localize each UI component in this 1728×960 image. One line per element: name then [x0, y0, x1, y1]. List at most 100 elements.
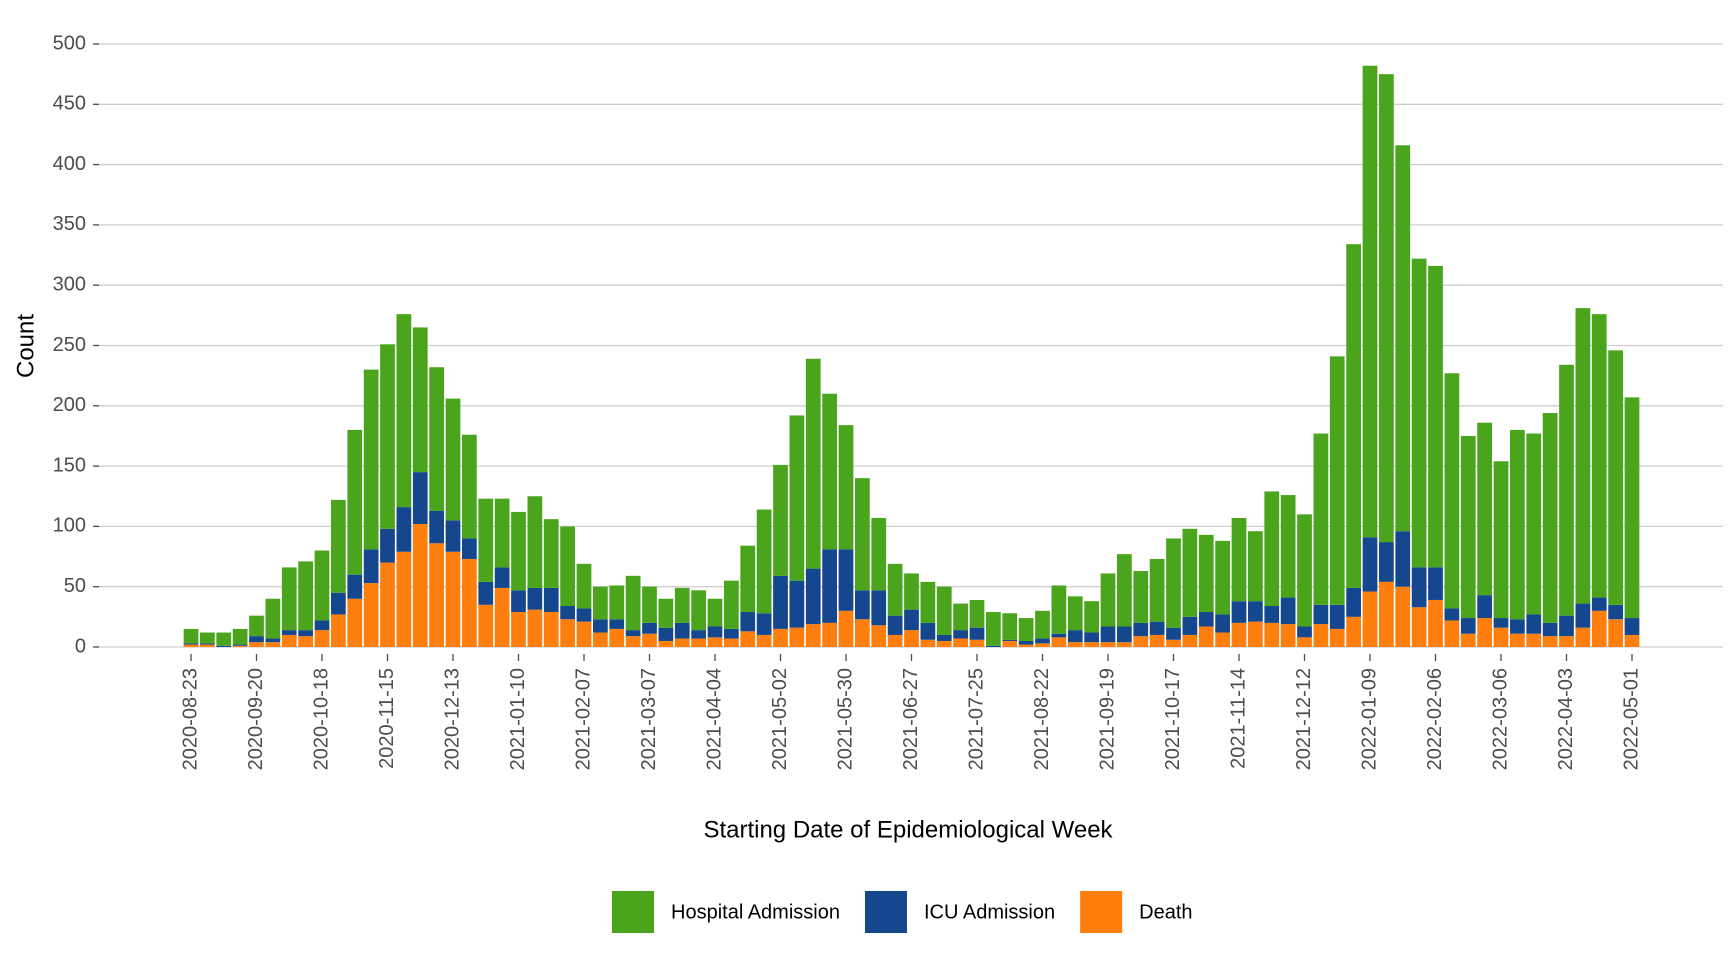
bar-segment	[986, 645, 1001, 647]
legend-label: ICU Admission	[924, 901, 1055, 923]
bar-segment	[1182, 634, 1198, 647]
bar-segment	[789, 415, 805, 581]
x-tick-label: 2021-08-22	[1031, 668, 1053, 770]
bar-segment	[1100, 626, 1116, 643]
bar-segment	[1395, 586, 1411, 647]
bar-segment	[298, 561, 313, 631]
bar-segment	[1444, 608, 1460, 621]
bar-segment	[773, 628, 788, 647]
y-tick-label: 150	[53, 454, 86, 476]
bar-segment	[232, 645, 248, 647]
bar-segment	[396, 507, 412, 552]
bar-segment	[216, 632, 232, 646]
bar-segment	[331, 592, 346, 615]
bar-segment	[298, 636, 313, 647]
bar-segment	[1428, 265, 1443, 568]
x-tick-label: 2021-02-07	[572, 668, 594, 770]
x-tick-label: 2021-05-02	[769, 668, 791, 770]
bar-segment	[871, 517, 887, 591]
bar-segment	[1313, 604, 1329, 625]
bar-segment	[904, 573, 919, 610]
bar-segment	[855, 619, 870, 647]
bar-segment	[1018, 640, 1034, 645]
legend-swatch	[612, 891, 654, 933]
x-tick-label: 2020-10-18	[310, 668, 332, 770]
bar-segment	[1198, 626, 1214, 647]
bar-segment	[1117, 642, 1132, 647]
bar-segment	[969, 627, 985, 640]
bar-segment	[871, 590, 887, 626]
bar-segment	[936, 634, 952, 641]
bar-segment	[1329, 356, 1345, 605]
bar-segment	[200, 632, 215, 644]
bar-segment	[691, 638, 706, 647]
x-tick-label: 2021-06-27	[900, 668, 922, 770]
bar-segment	[1264, 491, 1280, 606]
bar-segment	[429, 367, 444, 511]
bar-segment	[494, 567, 510, 588]
bar-segment	[1100, 573, 1116, 627]
x-tick-label: 2020-11-15	[376, 668, 398, 769]
bar-segment	[429, 510, 444, 544]
bar-segment	[1297, 637, 1312, 647]
bar-segment	[183, 643, 199, 645]
x-tick-label: 2021-04-04	[703, 668, 725, 770]
bar-segment	[1460, 618, 1476, 634]
bar-segment	[1133, 636, 1149, 647]
bar-segment	[1149, 634, 1165, 647]
x-tick-label: 2021-01-10	[507, 668, 529, 770]
bar-segment	[1510, 619, 1525, 634]
bar-segment	[887, 634, 903, 647]
bar-segment	[380, 344, 395, 529]
bar-segment	[183, 644, 199, 647]
bar-segment	[314, 550, 330, 621]
bar-segment	[1117, 626, 1132, 643]
bar-segment	[1133, 622, 1149, 637]
bar-segment	[674, 638, 690, 647]
bar-segment	[1067, 596, 1083, 631]
bar-segment	[1379, 74, 1394, 543]
bar-segment	[724, 638, 739, 647]
bar-segment	[953, 630, 968, 639]
bar-segment	[1542, 622, 1558, 637]
bar-segment	[1575, 308, 1591, 604]
x-tick-label: 2022-03-06	[1489, 668, 1511, 770]
bar-segment	[887, 615, 903, 635]
bar-segment	[1248, 601, 1263, 622]
bar-segment	[1379, 581, 1394, 647]
bar-segment	[1084, 601, 1099, 633]
bar-segment	[707, 598, 723, 627]
bar-segment	[1362, 537, 1378, 592]
bar-segment	[609, 619, 625, 629]
bar-segment	[1575, 627, 1591, 647]
bar-segment	[200, 644, 215, 647]
x-tick-label: 2021-07-25	[965, 668, 987, 770]
bar-segment	[560, 619, 575, 647]
bar-segment	[1051, 585, 1067, 634]
y-tick-label: 0	[75, 635, 86, 657]
bar-segment	[1510, 633, 1525, 647]
bar-segment	[773, 575, 788, 629]
bar-segment	[511, 511, 526, 591]
bar-segment	[593, 619, 608, 633]
bar-segment	[642, 633, 657, 647]
bar-segment	[593, 632, 608, 647]
x-tick-label: 2021-09-19	[1096, 668, 1118, 770]
bar-segment	[412, 523, 428, 647]
bar-segment	[920, 581, 936, 623]
bar-segment	[1133, 571, 1149, 623]
bar-segment	[642, 586, 657, 623]
bar-segment	[1477, 595, 1492, 619]
bar-segment	[1460, 633, 1476, 647]
bar-segment	[1493, 618, 1509, 628]
bar-segment	[560, 605, 575, 620]
y-tick-label: 50	[64, 575, 86, 597]
bar-segment	[593, 586, 608, 620]
legend-swatch	[864, 891, 907, 933]
bar-segment	[1166, 627, 1181, 640]
bar-segment	[1280, 495, 1296, 598]
bar-segment	[1035, 643, 1050, 647]
bar-segment	[707, 626, 723, 638]
bar-segment	[1624, 397, 1640, 619]
bar-segment	[396, 314, 412, 508]
